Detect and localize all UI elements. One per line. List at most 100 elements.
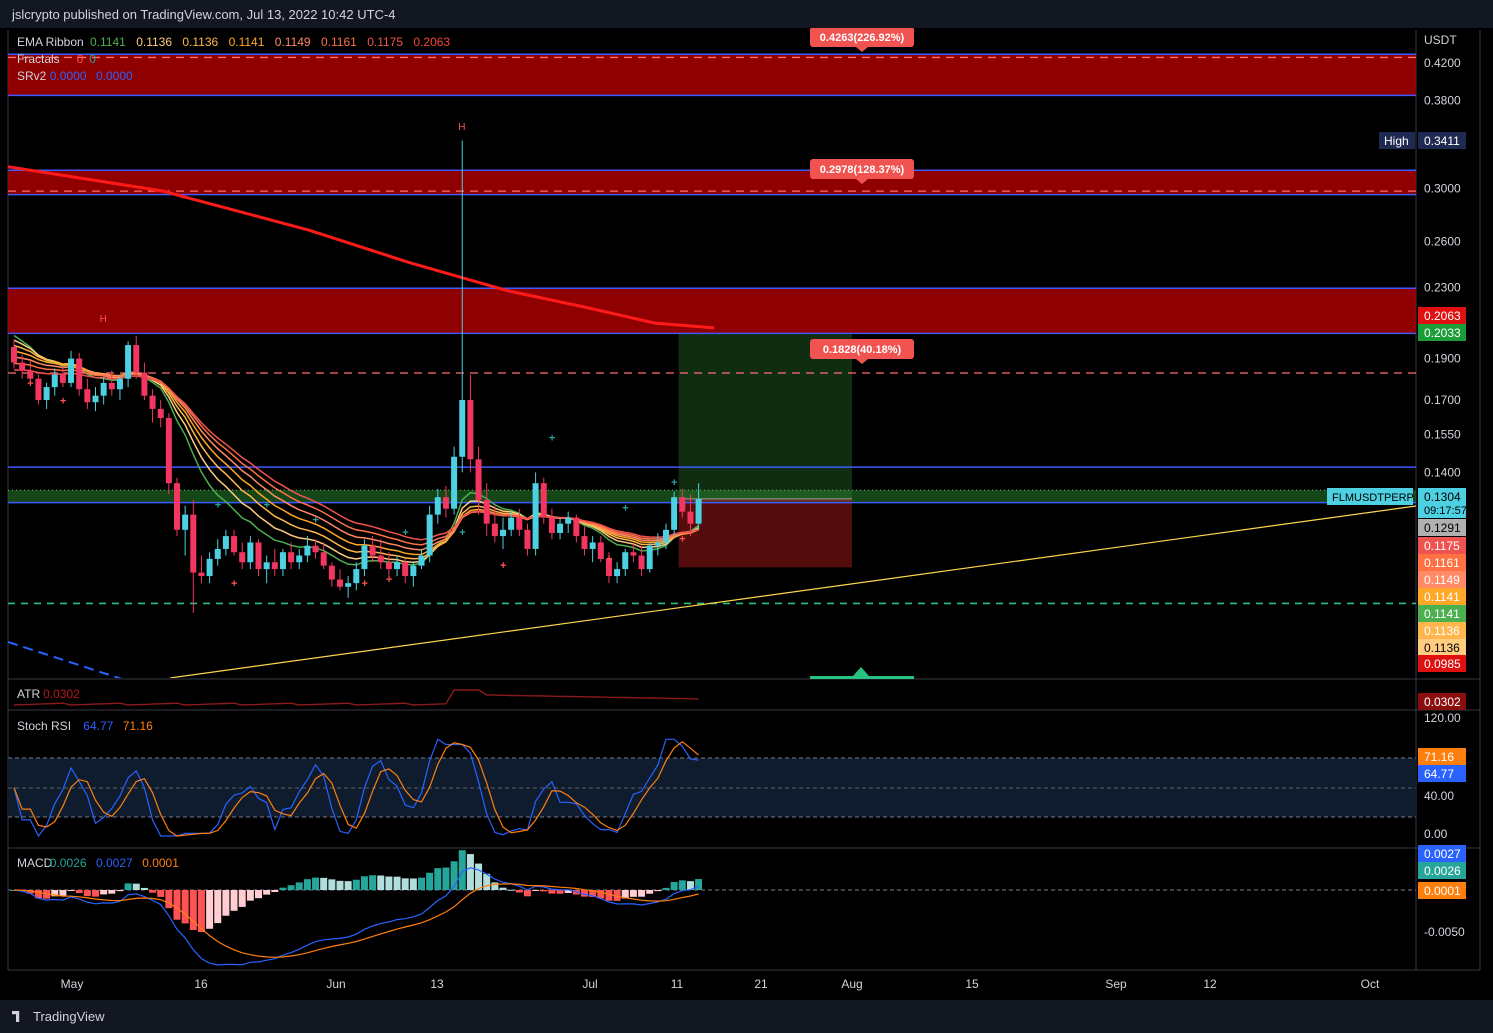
- atr-axis-label: 0.0302: [1424, 695, 1461, 709]
- candle: [288, 542, 295, 570]
- candle-body: [68, 358, 75, 383]
- price-label-bg: [1418, 324, 1466, 341]
- target-arrow: [856, 359, 868, 364]
- candle-body: [59, 374, 66, 383]
- macd-histogram-bar: [67, 890, 75, 891]
- price-label-bg: [1418, 655, 1466, 672]
- candle: [483, 483, 490, 537]
- candle-body: [483, 500, 490, 524]
- atr-line: [13, 689, 699, 706]
- candle: [337, 569, 343, 591]
- candle-body: [361, 545, 368, 570]
- candle-body: [508, 517, 515, 530]
- fractal-marker: +: [606, 553, 612, 565]
- price-label-tag-bg: [1379, 132, 1415, 149]
- macd-histogram-bar: [26, 890, 34, 894]
- candle: [385, 552, 392, 580]
- macd-histogram-bar: [540, 890, 548, 892]
- trading-chart[interactable]: + + + + + + + + + + + + + + + + H H 0.4263(226.92%) 0.2978…: [0, 28, 1493, 1000]
- macd-histogram-bar: [312, 877, 320, 890]
- main-pane[interactable]: [8, 30, 1416, 678]
- candle-body: [516, 517, 523, 530]
- macd-signal-line: [13, 883, 699, 958]
- candle-body: [43, 387, 50, 401]
- price-tick: 0.4200: [1424, 56, 1461, 70]
- candle: [581, 526, 588, 556]
- ema-ribbon-legend-value: 0.1175: [367, 35, 403, 49]
- price-label-value: 0.3411: [1424, 134, 1460, 148]
- candle: [263, 555, 270, 584]
- candle: [100, 376, 107, 405]
- price-label-bg: [1418, 571, 1466, 588]
- candle-body: [271, 562, 278, 570]
- time-tick: 12: [1203, 977, 1217, 991]
- fractal-marker: +: [231, 578, 237, 590]
- price-label-countdown: 09:17:57: [1424, 505, 1467, 517]
- tradingview-logo[interactable]: TradingView: [12, 1009, 105, 1024]
- time-tick: May: [61, 977, 84, 991]
- candle: [394, 555, 401, 577]
- macd-histogram-bar: [466, 854, 474, 890]
- ema-ribbon-legend-value: 0.1136: [136, 35, 172, 49]
- srv2-legend-value: 0.0000: [96, 69, 133, 83]
- macd-histogram-bar: [654, 890, 662, 892]
- macd-histogram-bar: [613, 890, 621, 901]
- macd-histogram-bar: [605, 890, 613, 901]
- macd-histogram-bar: [181, 890, 189, 924]
- macd-histogram-bar: [238, 890, 246, 907]
- candle-body: [622, 552, 629, 570]
- candle-body: [565, 517, 572, 524]
- candle-body: [141, 372, 148, 396]
- candle-body: [605, 558, 612, 577]
- candle: [540, 477, 547, 524]
- time-tick: 13: [430, 977, 444, 991]
- candle-body: [247, 542, 254, 563]
- macd-histogram-bar: [646, 890, 654, 894]
- macd-histogram-bar: [426, 872, 434, 890]
- candle-body: [630, 552, 637, 556]
- macd-axis-label: 0.0001: [1424, 884, 1461, 898]
- candle: [157, 400, 164, 428]
- candle-body: [394, 562, 401, 570]
- price-label-bg: [1418, 622, 1466, 639]
- candle-body: [385, 562, 392, 570]
- candle: [84, 378, 91, 409]
- atr-legend-label: ATR: [17, 687, 40, 701]
- candle: [508, 511, 515, 537]
- candle: [59, 366, 66, 388]
- macd-legend-value: 0.0026: [50, 856, 87, 870]
- macd-histogram-bar: [124, 883, 132, 890]
- candle-body: [353, 569, 360, 584]
- high-marker: H: [458, 122, 465, 133]
- time-tick: Jun: [326, 977, 345, 991]
- price-label-bg: [1418, 537, 1466, 554]
- macd-histogram-bar: [483, 873, 491, 890]
- candle: [565, 511, 572, 533]
- price-label-value: 0.1141: [1424, 590, 1460, 604]
- candle-body: [182, 514, 189, 530]
- price-label-value: 0.1304: [1424, 490, 1461, 504]
- fractal-marker: +: [459, 527, 465, 539]
- candle-body: [459, 400, 466, 457]
- candle: [679, 488, 686, 518]
- profit-zone: [678, 333, 852, 499]
- candle: [182, 505, 189, 556]
- candle: [654, 532, 661, 556]
- macd-histogram-bar: [385, 876, 393, 890]
- candle: [597, 536, 604, 563]
- ema-ribbon-legend-label: EMA Ribbon: [17, 35, 84, 49]
- candle-body: [288, 552, 295, 563]
- time-tick: 16: [194, 977, 208, 991]
- candle: [451, 446, 458, 515]
- candle: [622, 548, 629, 577]
- fractals-legend-label: Fractals: [17, 52, 60, 66]
- ascending-trendline: [169, 505, 1416, 678]
- macd-histogram-bar: [369, 875, 377, 890]
- candle-body: [646, 545, 653, 570]
- candle-body: [198, 572, 205, 577]
- macd-histogram-bar: [581, 890, 588, 897]
- price-label: 0.1149: [1418, 571, 1466, 588]
- candle-body: [524, 529, 531, 549]
- price-label-value: 0.1291: [1424, 521, 1461, 535]
